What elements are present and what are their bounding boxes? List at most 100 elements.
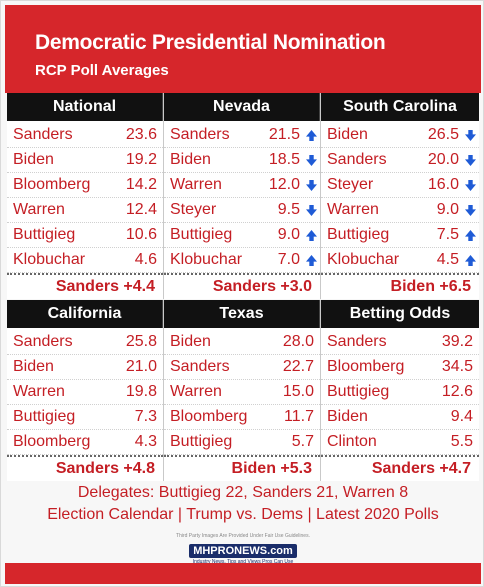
poll-value: 9.4 [450,408,473,425]
candidate-name: Sanders [13,333,73,350]
lead-margin: Sanders +4.4 [7,273,163,299]
candidate-name: Sanders [13,126,73,143]
poll-value: 19.2 [125,151,157,168]
poll-value: 4.6 [134,251,157,268]
poll-value: 11.7 [284,408,314,425]
candidate-name: Sanders [170,126,230,143]
arrow-up-icon [302,228,320,242]
candidate-name: Bloomberg [170,408,248,425]
poll-row: Bloomberg 34.5 [321,355,479,380]
poll-value: 9.0 [436,201,459,218]
poll-row: Bloomberg 4.3 [7,430,163,455]
panel-title[interactable]: Texas [164,300,320,328]
poll-row: Biden 21.0 [7,355,163,380]
arrow-up-icon [302,128,320,142]
candidate-name: Biden [13,358,54,375]
lead-margin: Sanders +4.7 [321,455,479,481]
bottom-bar [5,563,481,584]
candidate-name: Buttigieg [170,433,233,450]
poll-row: Biden 26.5 [321,123,479,148]
candidate-name: Warren [13,201,65,218]
poll-row: Buttigieg 12.6 [321,380,479,405]
candidate-name: Klobuchar [327,251,400,268]
poll-row: Biden 28.0 [164,330,320,355]
poll-row: Warren 15.0 [164,380,320,405]
poll-row: Bloomberg 11.7 [164,405,320,430]
poll-row: Buttigieg 7.3 [7,405,163,430]
candidate-name: Biden [170,151,211,168]
poll-rows: Sanders 39.2 Bloomberg 34.5 Buttigieg 12.6 Bid… [321,328,479,455]
poll-row: Biden 18.5 [164,148,320,173]
panel-california: California Sanders 25.8 Biden 21.0 Warren 19.8… [7,300,164,481]
bottom-panel-row: California Sanders 25.8 Biden 21.0 Warren 19.8… [7,300,479,481]
arrow-down-icon [302,178,320,192]
poll-row: Buttigieg 7.5 [321,223,479,248]
poll-value: 7.3 [134,408,157,425]
candidate-name: Sanders [170,358,230,375]
poll-value: 26.5 [427,126,459,143]
poll-rows: Sanders 23.6 Biden 19.2 Bloomberg 14.2 Warren 1… [7,121,163,273]
candidate-name: Clinton [327,433,377,450]
poll-rows: Sanders 25.8 Biden 21.0 Warren 19.8 Buttigieg 7… [7,328,163,455]
poll-row: Warren 12.4 [7,198,163,223]
poll-row: Buttigieg 5.7 [164,430,320,455]
candidate-name: Biden [170,333,211,350]
candidate-name: Buttigieg [327,383,390,400]
top-panel-row: National Sanders 23.6 Biden 19.2 Bloomberg 14.… [7,93,479,299]
poll-value: 12.4 [125,201,157,218]
poll-rows: Biden 26.5 Sanders 20.0 Steyer 16.0 Warren 9.0 B… [321,121,479,273]
mhpronews-logo[interactable]: MHPRONEWS.com Industry News, Tips and Vi… [189,541,297,565]
candidate-name: Biden [13,151,54,168]
panel-nevada: Nevada Sanders 21.5 Biden 18.5 Warren 12.0 Stey… [164,93,321,299]
footer-links[interactable]: Election Calendar | Trump vs. Dems | Lat… [47,506,439,523]
arrow-down-icon [461,178,479,192]
arrow-down-icon [302,203,320,217]
arrow-down-icon [461,128,479,142]
poll-value: 4.5 [436,251,459,268]
candidate-name: Sanders [327,333,387,350]
widget-title: Democratic Presidential Nomination [35,31,386,54]
poll-row: Steyer 16.0 [321,173,479,198]
poll-value: 7.0 [277,251,300,268]
poll-row: Klobuchar 4.5 [321,248,479,273]
poll-value: 18.5 [268,151,300,168]
candidate-name: Warren [170,176,222,193]
poll-value: 9.5 [277,201,300,218]
arrow-up-icon [461,228,479,242]
poll-value: 14.2 [125,176,157,193]
lead-margin: Sanders +3.0 [164,273,320,299]
poll-row: Sanders 21.5 [164,123,320,148]
poll-value: 4.3 [134,433,157,450]
panel-title[interactable]: Nevada [164,93,320,121]
poll-value: 28.0 [282,333,314,350]
panel-title[interactable]: South Carolina [321,93,479,121]
panel-title[interactable]: California [7,300,163,328]
footer: Delegates: Buttigieg 22, Sanders 21, War… [5,482,481,532]
poll-value: 5.5 [450,433,473,450]
panel-title[interactable]: Betting Odds [321,300,479,328]
candidate-name: Steyer [170,201,217,218]
poll-value: 21.5 [268,126,300,143]
header-banner: Democratic Presidential Nomination RCP P… [5,5,481,93]
panel-title[interactable]: National [7,93,163,121]
candidate-name: Bloomberg [327,358,405,375]
poll-value: 21.0 [125,358,157,375]
poll-value: 20.0 [427,151,459,168]
poll-value: 23.6 [125,126,157,143]
poll-row: Klobuchar 7.0 [164,248,320,273]
candidate-name: Buttigieg [170,226,233,243]
poll-row: Sanders 39.2 [321,330,479,355]
poll-value: 10.6 [125,226,157,243]
poll-value: 12.6 [441,383,473,400]
poll-row: Sanders 20.0 [321,148,479,173]
candidate-name: Buttigieg [13,408,76,425]
candidate-name: Warren [327,201,379,218]
panel-south-carolina: South Carolina Biden 26.5 Sanders 20.0 Steyer… [321,93,479,299]
poll-row: Warren 19.8 [7,380,163,405]
candidate-name: Biden [327,408,368,425]
candidate-name: Biden [327,126,368,143]
candidate-name: Bloomberg [13,433,91,450]
arrow-up-icon [461,253,479,267]
poll-value: 25.8 [125,333,157,350]
candidate-name: Klobuchar [13,251,86,268]
